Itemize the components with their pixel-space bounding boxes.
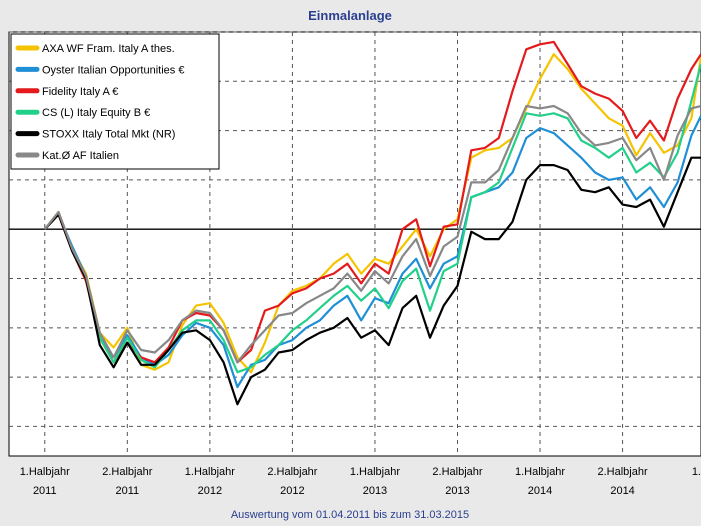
x-tick-year: 2011 xyxy=(115,485,139,497)
x-tick-label: 2.Halbjahr xyxy=(267,466,317,478)
chart-title: Einmalanlage xyxy=(308,8,392,23)
x-tick-label: 1. xyxy=(692,466,701,478)
legend-label: Fidelity Italy A € xyxy=(42,86,118,98)
series-line-3 xyxy=(43,63,701,374)
x-tick-label: 1.Halbjahr xyxy=(515,466,565,478)
series-line-0 xyxy=(43,53,701,374)
series-line-2 xyxy=(43,40,701,364)
x-tick-label: 1.Halbjahr xyxy=(350,466,400,478)
legend-label: Oyster Italian Opportunities € xyxy=(42,64,184,76)
legend-label: STOXX Italy Total Mkt (NR) xyxy=(42,129,175,141)
x-tick-year: 2013 xyxy=(445,485,469,497)
x-tick-label: 1.Halbjahr xyxy=(20,466,70,478)
legend-box xyxy=(10,33,220,170)
series-line-5 xyxy=(43,104,701,364)
x-tick-year: 2014 xyxy=(610,485,634,497)
x-tick-year: 2013 xyxy=(363,485,387,497)
x-tick-year: 2012 xyxy=(280,485,304,497)
x-axis-ticks: 1.Halbjahr 2011 2.Halbjahr 2011 1.Halbjahr 20… xyxy=(20,466,701,497)
series-layer xyxy=(43,40,701,406)
legend-label: CS (L) Italy Equity B € xyxy=(42,107,150,119)
legend-label: AXA WF Fram. Italy A thes. xyxy=(42,43,175,55)
x-tick-label: 1.Halbjahr xyxy=(185,466,235,478)
x-tick-label: 2.Halbjahr xyxy=(598,466,648,478)
x-tick-label: 2.Halbjahr xyxy=(432,466,482,478)
series-line-4 xyxy=(43,156,701,406)
grid xyxy=(9,31,701,456)
x-tick-label: 2.Halbjahr xyxy=(102,466,152,478)
legend: AXA WF Fram. Italy A thes. Oyster Italian… xyxy=(10,33,220,170)
legend-label: Kat.Ø AF Italien xyxy=(42,150,119,162)
x-tick-year: 2011 xyxy=(33,485,57,497)
x-tick-year: 2012 xyxy=(198,485,222,497)
chart-footer: Auswertung vom 01.04.2011 bis zum 31.03.… xyxy=(231,509,469,521)
x-tick-year: 2014 xyxy=(528,485,552,497)
